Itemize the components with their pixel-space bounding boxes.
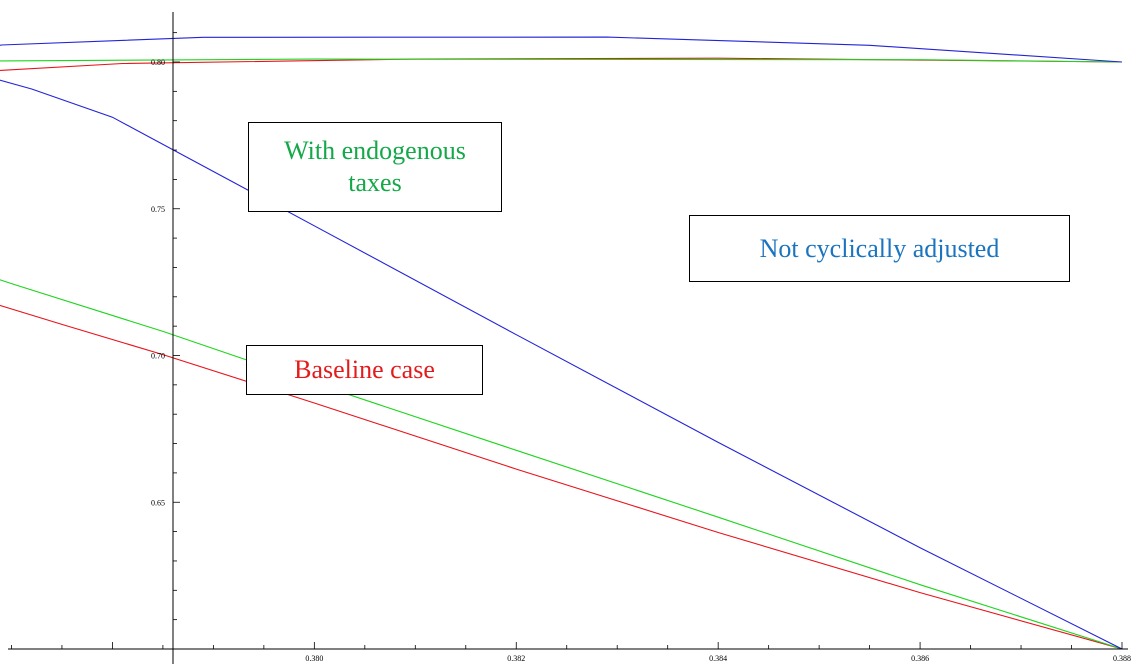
x-ticks: 0.380 0.382 0.384 0.386 0.388 xyxy=(11,642,1131,663)
x-tick-label: 0.384 xyxy=(709,654,727,663)
y-tick-label: 0.70 xyxy=(151,352,165,361)
series-layer xyxy=(0,36,1123,650)
y-tick-label: 0.65 xyxy=(151,498,165,507)
series-line-baseline-case xyxy=(0,57,1123,650)
y-ticks: 0.65 0.70 0.75 0.80 xyxy=(151,32,180,650)
annotation-line: Not cyclically adjusted xyxy=(759,233,1000,263)
x-tick-label: 0.380 xyxy=(305,654,323,663)
annotation-line: With endogenous xyxy=(284,136,466,165)
series-line-with-endogenous-taxes xyxy=(0,58,1123,650)
annotation-baseline-case: Baseline case xyxy=(246,345,483,395)
annotation-line: taxes xyxy=(348,168,402,197)
annotation-line: Baseline case xyxy=(294,355,435,384)
annotation-with-endogenous-taxes: With endogenous taxes xyxy=(248,122,502,212)
x-tick-label: 0.388 xyxy=(1113,654,1131,663)
series-line-not-cyclically-adjusted xyxy=(0,36,1123,650)
y-tick-label: 0.80 xyxy=(151,58,165,67)
axes-layer: 0.380 0.382 0.384 0.386 0.388 0.650.700.750.… xyxy=(8,12,1131,664)
annotation-not-cyclically-adjusted: Not cyclically adjusted xyxy=(689,215,1070,282)
x-tick-label: 0.382 xyxy=(507,654,525,663)
x-tick-label: 0.386 xyxy=(911,654,929,663)
y-tick-label: 0.75 xyxy=(151,205,165,214)
